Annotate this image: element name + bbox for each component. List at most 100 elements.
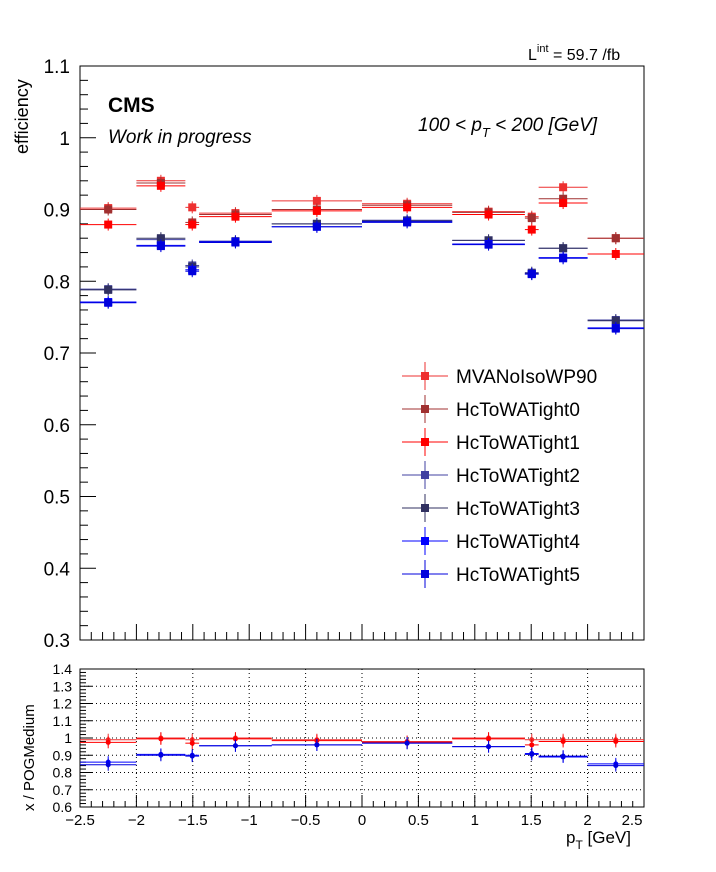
series-hctowatight4 xyxy=(80,215,644,334)
ratio-x-tick-label: −2 xyxy=(128,812,145,829)
ratio-x-tick-label: 2 xyxy=(583,812,591,829)
data-point xyxy=(484,210,493,219)
data-point xyxy=(189,740,195,746)
data-point xyxy=(104,220,113,229)
ratio-y-tick-label: 0.6 xyxy=(53,799,73,815)
y-tick-label: 0.6 xyxy=(44,416,70,437)
data-point xyxy=(158,752,164,758)
data-point xyxy=(527,225,536,234)
ratio-x-axis: −2.5 −2 −1.5 −1 −0.5 0 0.5 1 1.5 2 2.5 xyxy=(65,795,645,829)
status-label: Work in progress xyxy=(108,127,252,148)
main-y-axis: 0.3 0.4 0.5 0.6 0.7 0.8 0.9 1 1.1 xyxy=(44,57,96,652)
y-tick-label: 0.8 xyxy=(44,272,70,293)
ratio-series-hctowatight1 xyxy=(80,732,644,751)
data-point xyxy=(527,214,536,223)
y-tick-label: 0.5 xyxy=(44,488,70,509)
lumi-label: Lint = 59.7 /fb xyxy=(528,43,620,64)
data-point xyxy=(156,234,165,243)
y-tick-label: 1 xyxy=(59,129,70,150)
data-point xyxy=(231,212,240,221)
legend-item: HcToWATight4 xyxy=(402,527,580,555)
ratio-xlabel: pT [GeV] xyxy=(566,828,631,852)
ratio-x-tick-label: 1 xyxy=(471,812,479,829)
series-hctowatight1 xyxy=(80,179,644,260)
data-point xyxy=(404,740,410,746)
data-point xyxy=(527,270,536,279)
data-point xyxy=(188,220,197,229)
data-point xyxy=(613,763,619,769)
data-point xyxy=(403,203,412,212)
legend-marker xyxy=(421,372,429,380)
data-point xyxy=(529,742,535,748)
legend-marker xyxy=(421,471,429,479)
legend-label: MVANoIsoWP90 xyxy=(456,367,597,388)
data-point xyxy=(104,205,113,214)
ratio-x-tick-label: −1.5 xyxy=(178,812,208,829)
data-point xyxy=(611,316,620,325)
data-point xyxy=(232,743,238,749)
legend-marker xyxy=(421,537,429,545)
legend-item: MVANoIsoWP90 xyxy=(402,362,597,390)
ratio-y-tick-label: 1.1 xyxy=(53,713,73,729)
legend-item: HcToWATight0 xyxy=(402,395,580,423)
main-frame xyxy=(79,65,645,641)
lumi-value: = 59.7 /fb xyxy=(549,47,621,64)
data-point xyxy=(486,744,492,750)
series-hctowatight2 xyxy=(80,214,644,326)
legend-label: HcToWATight4 xyxy=(456,532,580,553)
legend-label: HcToWATight0 xyxy=(456,400,580,421)
legend-label: HcToWATight5 xyxy=(456,565,580,586)
ratio-ylabel: x / POGMedium xyxy=(21,704,38,811)
ratio-x-tick-label: −0.5 xyxy=(291,812,321,829)
legend-label: HcToWATight2 xyxy=(456,466,580,487)
data-point xyxy=(312,222,321,231)
data-point xyxy=(403,218,412,227)
legend-item: HcToWATight3 xyxy=(402,494,580,522)
data-point xyxy=(613,738,619,744)
ratio-x-tick-label: −2.5 xyxy=(65,812,95,829)
ratio-y-tick-label: 0.8 xyxy=(53,765,73,781)
data-point xyxy=(104,298,113,307)
data-point xyxy=(559,199,568,208)
series-hctowatight5 xyxy=(80,216,644,335)
legend-item: HcToWATight1 xyxy=(402,428,580,456)
ratio-x-tick-label: 0 xyxy=(358,812,366,829)
ratio-x-tick-label: 1.5 xyxy=(521,812,542,829)
data-point xyxy=(529,751,535,757)
ratio-y-axis: 0.60.70.8 0.911.11.2 1.31.4 xyxy=(53,661,92,815)
data-point xyxy=(611,324,620,333)
experiment-label: CMS xyxy=(108,94,155,117)
lumi-sup: int xyxy=(537,43,549,55)
legend-marker xyxy=(421,438,429,446)
legend-item: HcToWATight2 xyxy=(402,461,580,489)
main-series xyxy=(80,174,644,335)
legend-marker xyxy=(421,504,429,512)
data-point xyxy=(486,736,492,742)
ratio-series-hctowatight5 xyxy=(80,737,644,772)
data-point xyxy=(560,738,566,744)
data-point xyxy=(188,267,197,276)
legend-label: HcToWATight1 xyxy=(456,433,580,454)
data-point xyxy=(611,234,620,243)
ratio-y-tick-label: 0.7 xyxy=(53,782,73,798)
data-point xyxy=(312,196,321,205)
legend: MVANoIsoWP90 HcToWATight0 HcToWATight1 HcTo… xyxy=(402,362,597,588)
bin-label: 100 < pT < 200 [GeV] xyxy=(418,115,598,140)
ratio-series xyxy=(80,732,644,772)
data-point xyxy=(105,739,111,745)
data-point xyxy=(559,183,568,192)
y-tick-label: 0.3 xyxy=(44,631,70,652)
ratio-y-tick-label: 1.4 xyxy=(53,661,73,677)
ratio-x-tick-label: 0.5 xyxy=(408,812,429,829)
ratio-y-tick-label: 1.2 xyxy=(53,696,73,712)
data-point xyxy=(231,238,240,247)
y-tick-label: 0.7 xyxy=(44,344,70,365)
data-point xyxy=(559,254,568,263)
y-tick-label: 1.1 xyxy=(44,57,70,78)
y-tick-label: 0.9 xyxy=(44,201,70,222)
series-hctowatight3 xyxy=(80,214,644,327)
ratio-y-tick-label: 0.9 xyxy=(53,747,73,763)
ratio-x-tick-label: −1 xyxy=(241,812,258,829)
data-point xyxy=(156,181,165,190)
